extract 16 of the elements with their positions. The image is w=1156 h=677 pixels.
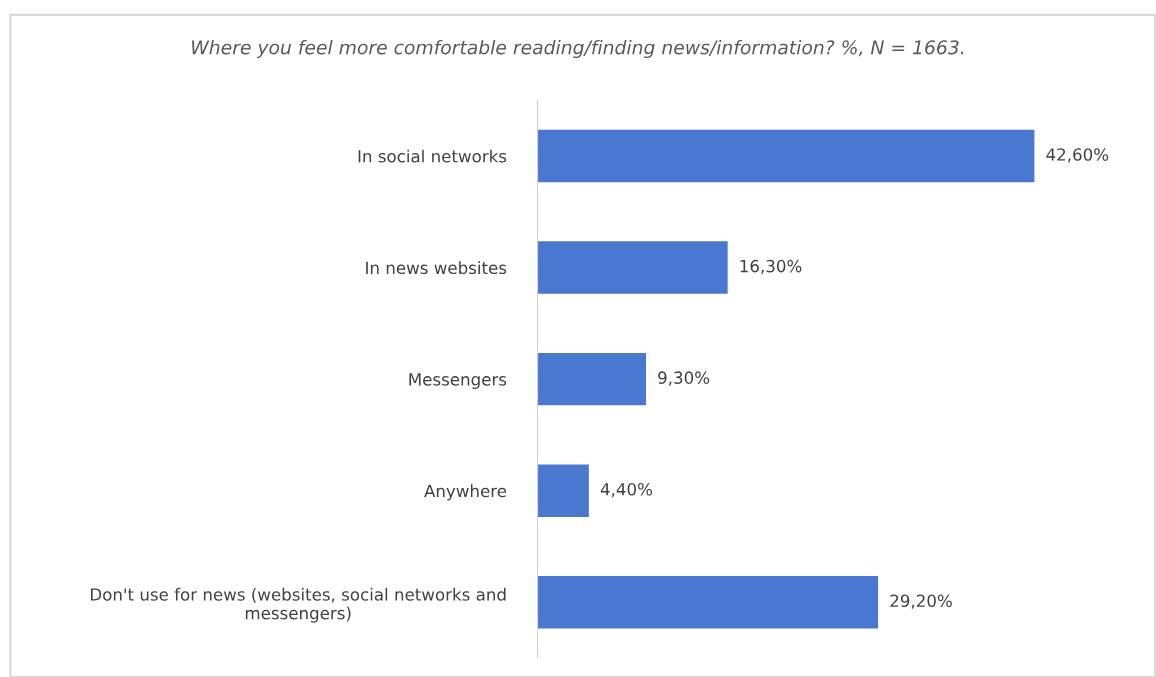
y-tick-label: Anywhere [424,484,507,501]
y-tick-label: Don't use for news (websites, social networks and messengers) [91,587,506,623]
bar [537,241,728,294]
data-label: 4,40% [600,482,652,498]
data-label: 16,30% [740,259,802,275]
data-label: 42,60% [1046,148,1109,163]
bar [537,352,647,406]
y-tick-label: In news websites [366,261,507,275]
y-tick-label: Messengers [409,373,507,389]
y-tick-label: In social networks [358,149,507,163]
bar [537,464,589,517]
chart-title: Where you feel more comfortable reading/finding news/information? %, N = 1663. [192,39,964,59]
data-label: 9,30% [658,371,710,386]
data-label: 29,20% [890,594,952,609]
bar [537,129,1035,183]
bar [537,576,879,629]
